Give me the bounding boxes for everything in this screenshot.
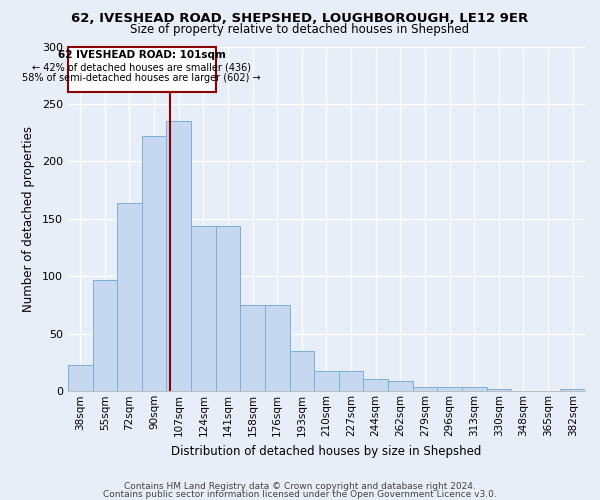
Bar (413, 386, 437, 392)
X-axis label: Distribution of detached houses by size in Shepshed: Distribution of detached houses by size … (171, 444, 482, 458)
Text: 62 IVESHEAD ROAD: 101sqm: 62 IVESHEAD ROAD: 101sqm (58, 50, 226, 60)
Bar (364, 378, 388, 392)
Bar (92, 280, 117, 392)
FancyBboxPatch shape (68, 46, 215, 92)
Bar (166, 121, 191, 392)
Bar (290, 351, 314, 392)
Text: Size of property relative to detached houses in Shepshed: Size of property relative to detached ho… (130, 22, 470, 36)
Bar (191, 226, 215, 392)
Bar (339, 370, 364, 392)
Bar (314, 370, 339, 392)
Bar (487, 389, 511, 392)
Text: 58% of semi-detached houses are larger (602) →: 58% of semi-detached houses are larger (… (22, 73, 261, 83)
Bar (68, 365, 92, 392)
Bar (117, 203, 142, 392)
Text: ← 42% of detached houses are smaller (436): ← 42% of detached houses are smaller (43… (32, 62, 251, 72)
Bar (215, 226, 240, 392)
Text: Contains public sector information licensed under the Open Government Licence v3: Contains public sector information licen… (103, 490, 497, 499)
Bar (437, 386, 462, 392)
Bar (388, 381, 413, 392)
Y-axis label: Number of detached properties: Number of detached properties (22, 126, 35, 312)
Text: 62, IVESHEAD ROAD, SHEPSHED, LOUGHBOROUGH, LE12 9ER: 62, IVESHEAD ROAD, SHEPSHED, LOUGHBOROUG… (71, 12, 529, 26)
Bar (560, 389, 585, 392)
Bar (240, 305, 265, 392)
Bar (265, 305, 290, 392)
Bar (462, 386, 487, 392)
Text: Contains HM Land Registry data © Crown copyright and database right 2024.: Contains HM Land Registry data © Crown c… (124, 482, 476, 491)
Bar (142, 136, 166, 392)
